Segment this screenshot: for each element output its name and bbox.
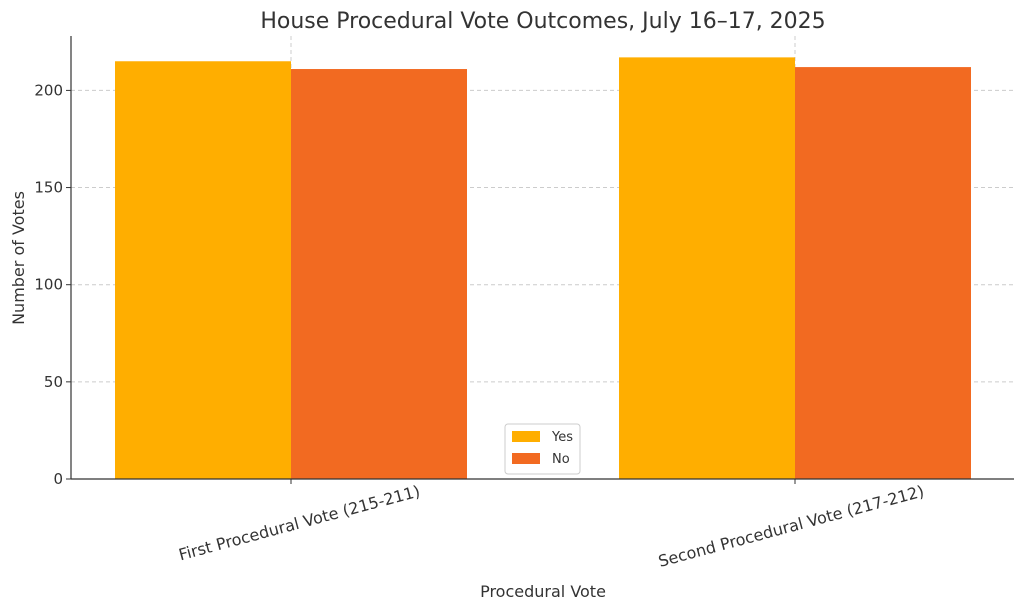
y-axis-label: Number of Votes xyxy=(9,191,28,325)
y-tick-label: 100 xyxy=(34,276,63,294)
x-axis-label: Procedural Vote xyxy=(480,582,606,601)
bar-yes xyxy=(115,61,291,479)
bar-no xyxy=(291,69,467,479)
bars xyxy=(115,57,971,480)
y-tick-label: 50 xyxy=(44,373,63,391)
legend-swatch-yes xyxy=(512,431,540,442)
bar-yes xyxy=(619,57,795,480)
legend: Yes No xyxy=(504,423,581,475)
legend-label-yes: Yes xyxy=(551,430,573,445)
axes xyxy=(70,36,1014,480)
y-tick-label: 0 xyxy=(53,470,63,488)
bar-no xyxy=(795,67,971,480)
x-tick-label: First Procedural Vote (215-211) xyxy=(177,482,422,565)
y-tick-label: 200 xyxy=(34,81,63,99)
legend-swatch-no xyxy=(512,453,540,464)
y-ticks: 0 50 100 150 200 xyxy=(34,81,71,488)
x-tick-label: Second Procedural Vote (217-212) xyxy=(656,482,926,571)
chart-title: House Procedural Vote Outcomes, July 16–… xyxy=(260,9,825,34)
legend-label-no: No xyxy=(552,452,570,467)
y-tick-label: 150 xyxy=(34,179,63,197)
x-ticks: First Procedural Vote (215-211) Second Pr… xyxy=(177,479,926,571)
